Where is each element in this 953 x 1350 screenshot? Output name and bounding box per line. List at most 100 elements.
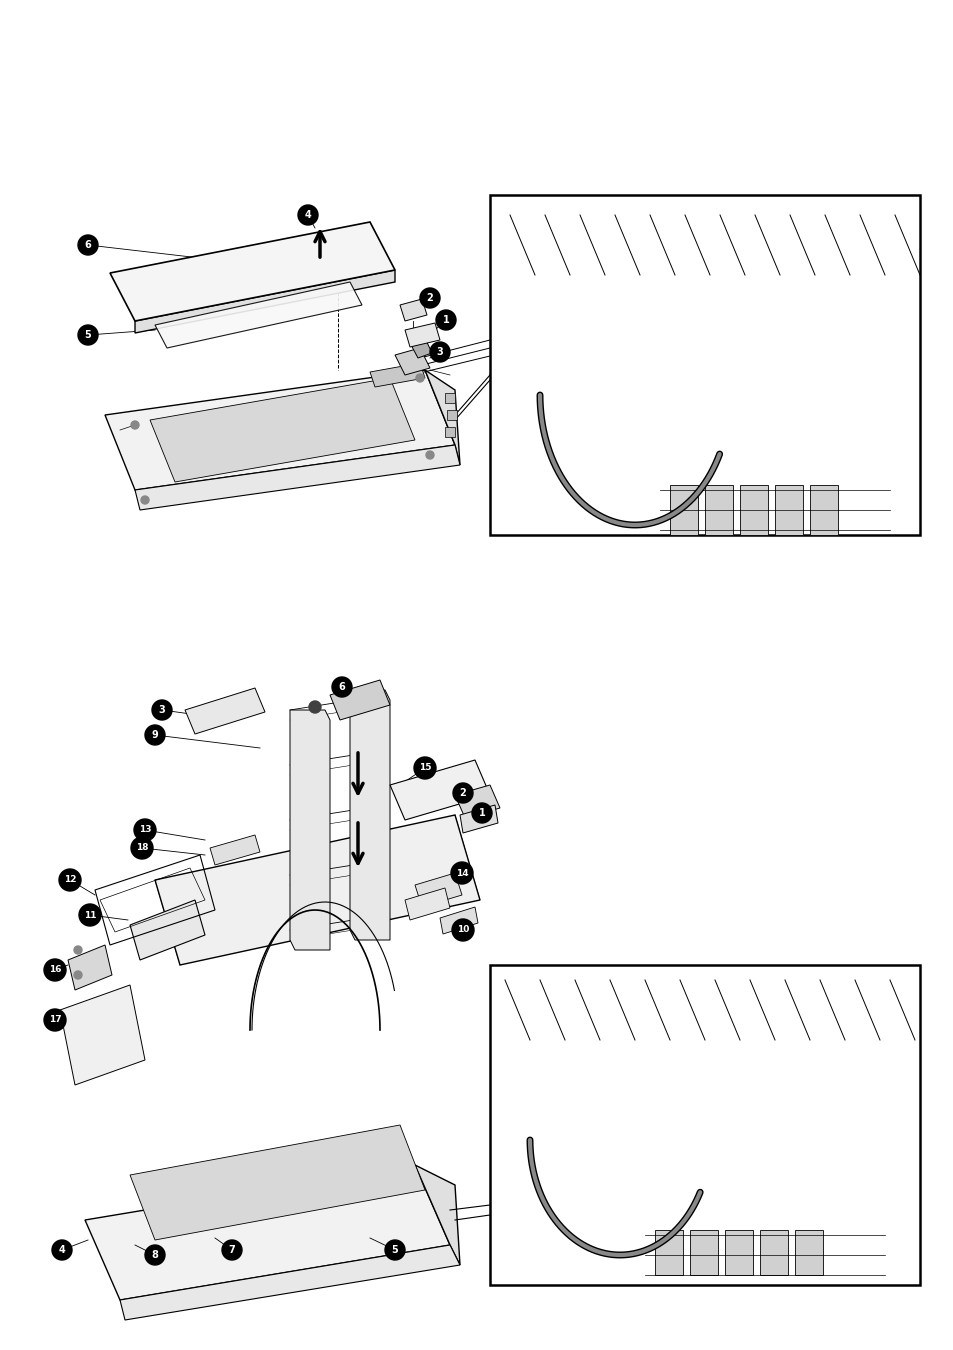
Text: 8: 8 [152,1250,158,1260]
Text: 18: 18 [135,844,148,852]
Circle shape [453,783,473,803]
Text: 16: 16 [49,965,61,975]
Circle shape [426,451,434,459]
Polygon shape [459,805,497,833]
Circle shape [133,819,156,841]
Circle shape [74,946,82,954]
Polygon shape [85,1165,450,1300]
Polygon shape [135,446,459,510]
Polygon shape [774,485,802,535]
Polygon shape [447,410,456,420]
Circle shape [452,919,474,941]
Circle shape [145,1245,165,1265]
Text: 14: 14 [456,868,468,878]
Polygon shape [399,298,427,321]
Circle shape [59,869,81,891]
Circle shape [430,342,450,362]
Circle shape [222,1241,242,1260]
Circle shape [451,863,473,884]
Polygon shape [455,784,499,818]
Polygon shape [370,363,424,387]
Text: 7: 7 [229,1245,235,1256]
Circle shape [141,495,149,504]
Circle shape [78,235,98,255]
Polygon shape [154,282,361,348]
Text: 9: 9 [152,730,158,740]
Circle shape [152,701,172,720]
Text: 1: 1 [442,315,449,325]
Polygon shape [405,323,439,347]
Polygon shape [740,485,767,535]
Polygon shape [120,1245,459,1320]
Circle shape [74,971,82,979]
Polygon shape [689,1230,718,1274]
Text: 5: 5 [392,1245,398,1256]
Circle shape [416,374,423,382]
Circle shape [44,958,66,981]
Polygon shape [395,348,430,375]
Polygon shape [415,873,461,907]
Polygon shape [130,900,205,960]
Circle shape [131,837,152,859]
Circle shape [332,676,352,697]
Polygon shape [655,1230,682,1274]
Text: 3: 3 [158,705,165,716]
Circle shape [78,325,98,346]
Text: 4: 4 [58,1245,66,1256]
Polygon shape [154,815,479,965]
Polygon shape [185,688,265,734]
Polygon shape [424,370,459,464]
Circle shape [131,421,139,429]
Text: 6: 6 [338,682,345,693]
Polygon shape [290,710,330,950]
Polygon shape [350,690,390,940]
Polygon shape [444,393,455,404]
Circle shape [145,725,165,745]
Text: 13: 13 [138,825,152,834]
Bar [490,965,919,1285]
Text: 1: 1 [478,809,485,818]
Polygon shape [704,485,732,535]
Polygon shape [105,370,455,490]
Polygon shape [794,1230,822,1274]
Polygon shape [330,680,390,720]
Circle shape [44,1008,66,1031]
Text: 11: 11 [84,910,96,919]
Text: 17: 17 [49,1015,61,1025]
Text: 5: 5 [85,329,91,340]
Polygon shape [415,1165,459,1265]
Text: 2: 2 [426,293,433,302]
Polygon shape [724,1230,752,1274]
Polygon shape [210,836,260,865]
Circle shape [414,757,436,779]
Circle shape [297,205,317,225]
Circle shape [385,1241,405,1260]
Text: 4: 4 [304,211,311,220]
Polygon shape [390,760,490,819]
Polygon shape [760,1230,787,1274]
Polygon shape [669,485,698,535]
Polygon shape [439,907,477,934]
Circle shape [436,310,456,329]
Text: 2: 2 [459,788,466,798]
Circle shape [419,288,439,308]
Polygon shape [809,485,837,535]
Text: 10: 10 [456,926,469,934]
Polygon shape [60,986,145,1085]
Circle shape [79,904,101,926]
Bar [490,194,919,535]
Text: 12: 12 [64,876,76,884]
Circle shape [309,701,320,713]
Text: 6: 6 [85,240,91,250]
Polygon shape [68,945,112,990]
Polygon shape [135,270,395,333]
Polygon shape [110,221,395,321]
Polygon shape [405,888,450,919]
Polygon shape [150,378,415,482]
Polygon shape [444,427,455,437]
Text: 15: 15 [418,764,431,772]
Circle shape [472,803,492,824]
Polygon shape [410,338,432,358]
Text: 3: 3 [436,347,443,356]
Circle shape [52,1241,71,1260]
